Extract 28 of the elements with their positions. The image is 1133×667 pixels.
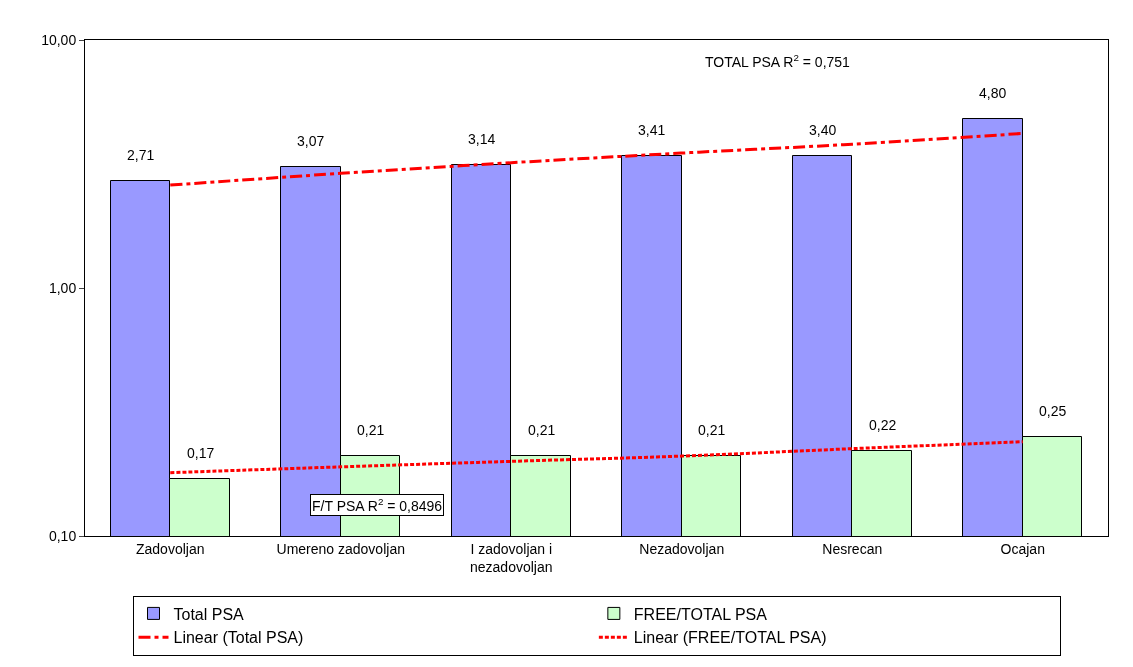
data-label: 0,22 [869, 417, 897, 433]
data-label: 0,21 [698, 422, 726, 438]
legend-label: Total PSA [173, 605, 245, 623]
annotation: F/T PSA R$^{2}$ = 0,8496 [312, 496, 443, 514]
data-label: 3,07 [297, 133, 325, 149]
x-tick-label: Umereno zadovoljan [276, 540, 405, 557]
data-label: 3,14 [468, 131, 496, 147]
x-tick-label: I zadovoljan i nezadovoljan [469, 540, 553, 575]
data-label: 0,21 [357, 422, 385, 438]
legend-label: FREE/TOTAL PSA [633, 605, 768, 623]
annotation: TOTAL PSA R$^{2}$ = 0,751 [705, 52, 851, 70]
line-series [168, 440, 1025, 475]
y-tick-label: 10,00 [41, 31, 77, 48]
y-tick-label: 0,10 [48, 527, 77, 544]
legend-label: Linear (FREE/TOTAL PSA) [633, 629, 827, 647]
x-tick-label: Zadovoljan [136, 540, 205, 557]
data-label: 2,71 [127, 147, 155, 163]
legend-label: Linear (Total PSA) [173, 629, 304, 647]
data-label: 0,21 [528, 422, 556, 438]
data-label: 4,80 [979, 85, 1007, 101]
data-label: 0,25 [1039, 403, 1067, 419]
x-tick-label: Nezadovoljan [639, 540, 725, 557]
data-label: 3,41 [638, 122, 666, 138]
x-tick-label: Nesrecan [822, 540, 883, 557]
x-tick-label: Ocajan [1000, 540, 1045, 557]
data-label: 0,17 [187, 445, 215, 461]
y-tick-label: 1,00 [48, 279, 77, 296]
data-label: 3,40 [809, 122, 837, 138]
